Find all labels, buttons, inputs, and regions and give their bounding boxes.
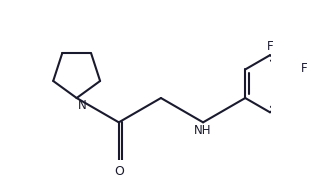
- Text: O: O: [114, 165, 124, 177]
- Text: F: F: [267, 40, 273, 53]
- Text: NH: NH: [194, 124, 212, 137]
- Text: N: N: [77, 99, 86, 112]
- Text: F: F: [301, 62, 307, 75]
